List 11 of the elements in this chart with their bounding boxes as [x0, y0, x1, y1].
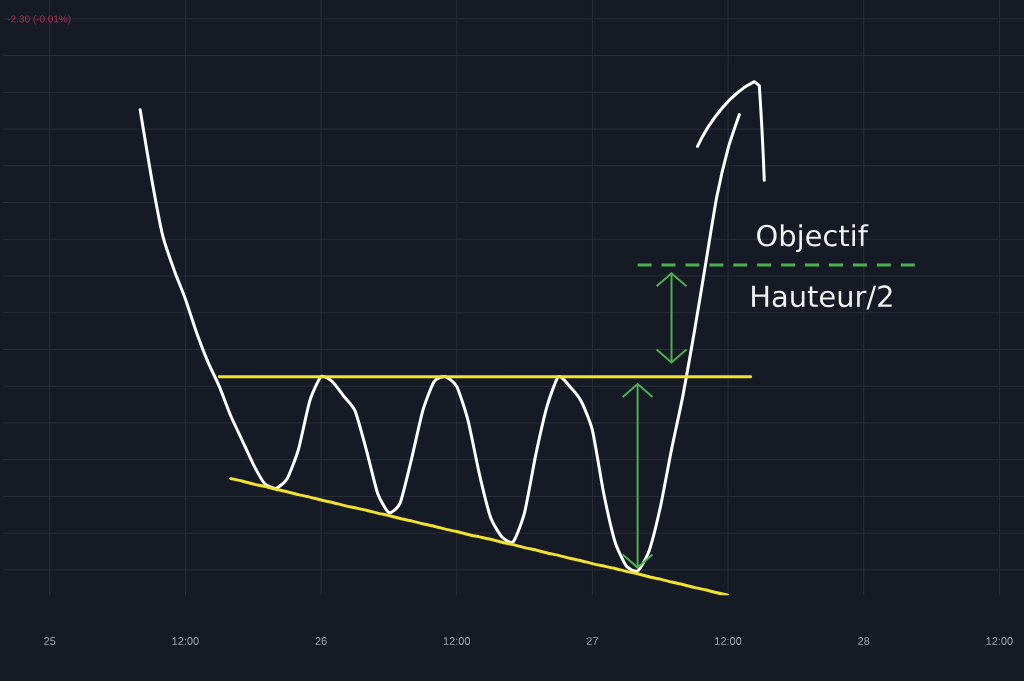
x-tick-label: 12:00 [443, 637, 471, 645]
x-tick-label: 12:00 [172, 637, 199, 645]
x-tick-label: 28 [858, 637, 870, 645]
x-tick-label: 26 [315, 637, 327, 645]
x-tick-label: 12:00 [715, 637, 742, 645]
text: -2.30 (-0.01%) [7, 15, 71, 25]
ref-line-label: Objectif [757, 224, 869, 253]
x-tick-label: 25 [44, 637, 56, 645]
x-tick-label: 12:00 [986, 637, 1013, 645]
annotation: Hauteur/2 [752, 285, 892, 310]
x-tick-label: 27 [586, 637, 598, 645]
